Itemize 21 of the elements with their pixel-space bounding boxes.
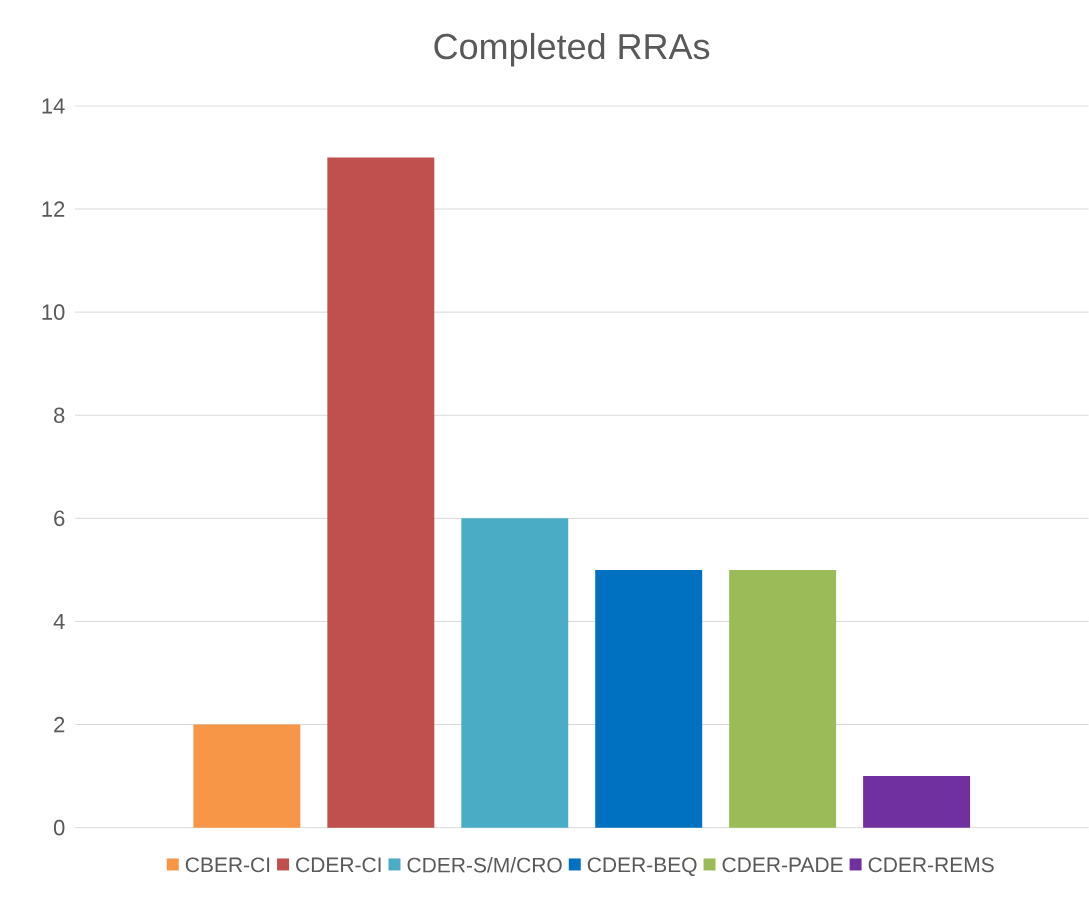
legend-label: CBER-CI bbox=[185, 857, 270, 873]
y-tick-label: 14 bbox=[42, 98, 65, 114]
legend-label: CDER-REMS bbox=[868, 857, 994, 873]
y-tick-label: 6 bbox=[54, 510, 65, 527]
bar bbox=[863, 776, 971, 828]
bar bbox=[193, 724, 301, 828]
bar bbox=[461, 518, 569, 828]
bar bbox=[729, 570, 837, 828]
bar bbox=[327, 157, 435, 828]
y-tick-label: 8 bbox=[54, 407, 65, 424]
y-tick-label: 0 bbox=[53, 820, 65, 836]
bar bbox=[595, 570, 703, 828]
y-tick-label: 2 bbox=[54, 717, 65, 733]
legend-label: CDER-CI bbox=[296, 857, 381, 873]
y-tick-label: 12 bbox=[42, 201, 65, 217]
legend-label: CDER-PADE bbox=[722, 857, 843, 873]
legend-label: CDER-S/M/CRO bbox=[407, 857, 562, 873]
legend-label: CDER-BEQ bbox=[587, 857, 697, 877]
y-tick-label: 4 bbox=[53, 614, 65, 630]
chart-title: Completed RRAs bbox=[434, 33, 710, 67]
y-tick-label: 10 bbox=[42, 304, 65, 321]
